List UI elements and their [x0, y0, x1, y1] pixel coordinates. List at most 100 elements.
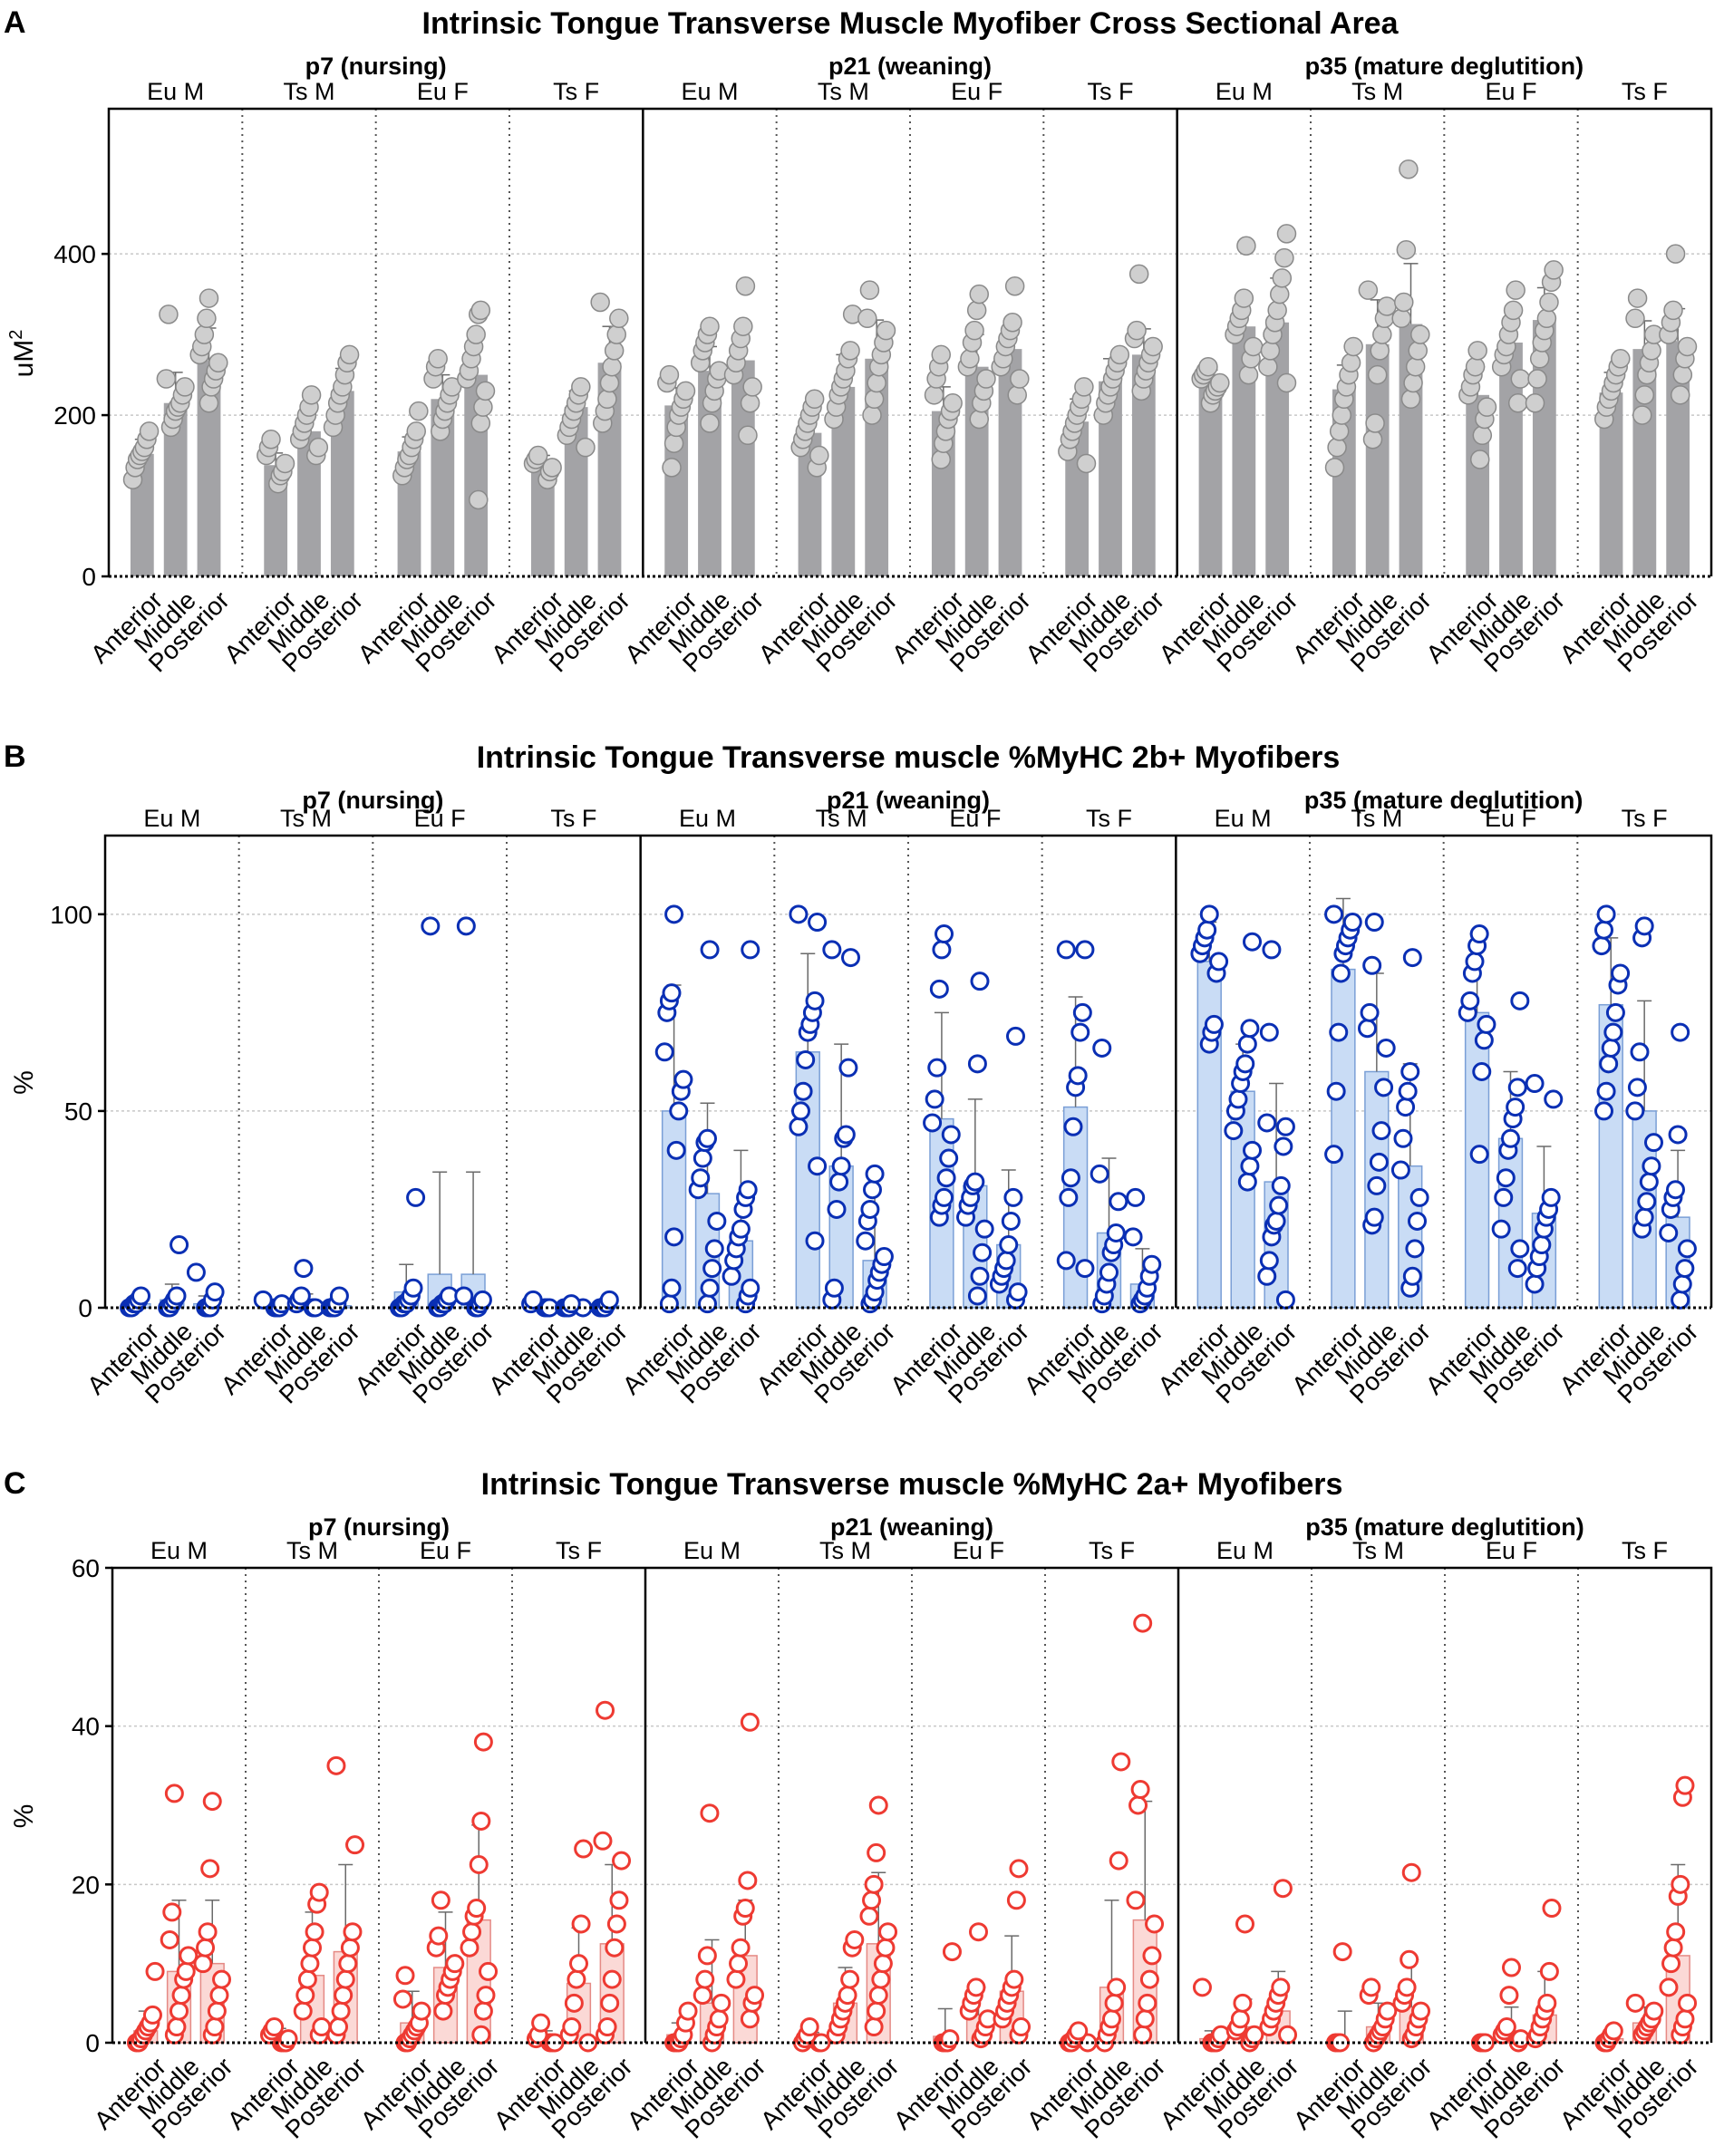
- data-point: [1639, 1172, 1659, 1192]
- data-point: [857, 308, 877, 329]
- data-point: [1342, 913, 1362, 933]
- data-point: [1192, 1977, 1212, 1997]
- data-point: [1343, 336, 1363, 357]
- age-label: p7 (nursing): [302, 787, 443, 814]
- data-point: [294, 1259, 314, 1279]
- data-point: [599, 1290, 619, 1310]
- data-point: [1197, 920, 1217, 940]
- group-label: Ts M: [1352, 1537, 1404, 1564]
- data-point: [576, 437, 596, 458]
- data-point: [531, 2013, 551, 2033]
- data-point: [862, 1890, 882, 1910]
- data-point: [840, 1969, 860, 1989]
- data-point: [712, 1993, 731, 2013]
- data-point: [193, 1954, 213, 1974]
- data-point: [666, 1140, 686, 1160]
- data-point: [253, 1290, 273, 1310]
- data-point: [1377, 296, 1397, 316]
- data-point: [864, 1874, 884, 1894]
- data-point: [939, 1148, 959, 1168]
- data-point: [1627, 288, 1648, 308]
- data-point: [1273, 1879, 1293, 1899]
- data-point: [1527, 369, 1547, 389]
- group-label: Ts M: [818, 78, 869, 105]
- data-point: [874, 1247, 894, 1267]
- data-point: [335, 1969, 355, 1989]
- data-point: [441, 377, 462, 397]
- group-label: Ts M: [286, 1537, 338, 1564]
- panel-title: Intrinsic Tongue Transverse muscle %MyHC…: [481, 1467, 1343, 1502]
- data-point: [1102, 2009, 1121, 2029]
- data-point: [308, 437, 329, 458]
- data-point: [1259, 1022, 1279, 1042]
- data-point: [403, 1278, 423, 1298]
- data-point: [1507, 1078, 1527, 1097]
- data-point: [931, 450, 952, 469]
- data-point: [1544, 1089, 1564, 1109]
- data-point: [1237, 1034, 1257, 1054]
- panel-letter: A: [4, 5, 26, 40]
- data-point: [309, 1882, 329, 1902]
- data-point: [1002, 313, 1022, 333]
- data-point: [1400, 1062, 1420, 1081]
- data-point: [827, 1199, 847, 1219]
- data-point: [796, 1049, 816, 1069]
- data-point: [1472, 425, 1493, 446]
- group-label: Ts M: [816, 805, 867, 832]
- data-point: [1240, 1019, 1260, 1039]
- data-point: [740, 2009, 760, 2029]
- data-point: [871, 1969, 891, 1989]
- data-point: [1663, 300, 1683, 321]
- data-point: [528, 445, 548, 466]
- y-tick-label: 60: [72, 1554, 100, 1582]
- data-point: [700, 940, 720, 960]
- data-point: [428, 349, 448, 369]
- data-point: [160, 1929, 179, 1949]
- data-point: [1525, 1274, 1545, 1294]
- data-point: [1402, 1266, 1422, 1286]
- data-point: [1477, 397, 1497, 417]
- data-point: [1266, 1211, 1286, 1231]
- data-point: [409, 401, 429, 421]
- data-point: [176, 1961, 196, 1981]
- data-point: [840, 341, 860, 361]
- y-axis-label: %: [9, 1070, 39, 1095]
- y-tick-label: 100: [50, 901, 92, 929]
- data-point: [1092, 1038, 1112, 1058]
- data-point: [1467, 341, 1487, 361]
- data-point: [1009, 1859, 1029, 1879]
- data-point: [429, 1926, 449, 1946]
- group-label: Eu F: [953, 1537, 1004, 1564]
- data-point: [1367, 364, 1388, 385]
- data-point: [1126, 1187, 1146, 1207]
- data-point: [1235, 1054, 1255, 1074]
- data-point: [1603, 1022, 1623, 1042]
- data-point: [460, 1938, 479, 1958]
- data-point: [1240, 1156, 1260, 1176]
- data-point: [1010, 369, 1030, 389]
- data-point: [695, 1969, 715, 1989]
- data-point: [740, 1712, 760, 1732]
- data-point: [1258, 356, 1278, 377]
- group-label: Eu F: [949, 805, 1001, 832]
- data-point: [1634, 1207, 1654, 1227]
- data-point: [169, 1235, 189, 1255]
- data-point: [467, 1899, 487, 1919]
- data-point: [567, 1969, 586, 1989]
- data-point: [1133, 1613, 1153, 1633]
- group-label: Ts M: [819, 1537, 871, 1564]
- data-point: [1499, 1986, 1519, 2006]
- group-label: Ts M: [1351, 805, 1402, 832]
- data-point: [1364, 913, 1384, 933]
- data-point: [738, 425, 758, 446]
- data-point: [194, 324, 215, 344]
- data-point: [470, 413, 491, 433]
- data-point: [969, 1922, 988, 1942]
- data-point: [1329, 421, 1350, 441]
- data-point: [1275, 1290, 1295, 1310]
- data-point: [156, 369, 177, 389]
- data-point: [878, 1922, 898, 1942]
- data-point: [1003, 1187, 1023, 1207]
- data-point: [1410, 324, 1430, 344]
